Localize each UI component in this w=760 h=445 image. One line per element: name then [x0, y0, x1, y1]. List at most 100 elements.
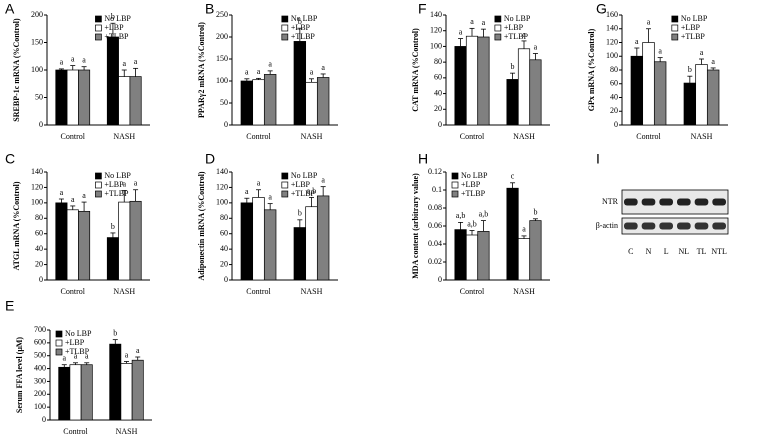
bar	[305, 206, 318, 281]
y-tick-label: 60	[610, 79, 618, 88]
significance-letter: a	[245, 187, 249, 196]
y-tick-label: 160	[606, 10, 618, 19]
y-tick-label: 200	[31, 10, 43, 19]
legend-label: +TLBP	[104, 189, 129, 198]
x-tick-label: Control	[246, 287, 271, 296]
x-tick-label: NASH	[301, 287, 323, 296]
x-tick-label: NASH	[113, 132, 135, 141]
y-axis-label: ATGL mRNA (%Control)	[12, 181, 21, 270]
significance-letter: a	[134, 57, 138, 66]
y-tick-label: 0	[224, 120, 228, 129]
y-tick-label: 100	[216, 198, 228, 207]
y-tick-label: 20	[434, 104, 442, 113]
y-tick-label: 20	[35, 259, 43, 268]
x-tick-label: NASH	[691, 132, 713, 141]
bar	[55, 69, 68, 126]
bar	[106, 237, 119, 281]
bar	[517, 238, 531, 281]
y-tick-label: 100	[34, 402, 46, 411]
y-tick-label: 80	[434, 57, 442, 66]
significance-letter: b	[533, 208, 537, 217]
blot-frame	[621, 189, 729, 215]
legend-swatch	[55, 330, 63, 338]
significance-letter: b	[111, 222, 115, 231]
y-tick-label: 100	[31, 65, 43, 74]
legend-swatch	[451, 172, 459, 180]
y-tick-label: 700	[34, 325, 46, 334]
y-tick-label: 300	[34, 376, 46, 385]
significance-letter: a	[522, 225, 526, 234]
legend-label: +LBP	[291, 180, 311, 189]
legend-label: +LBP	[461, 180, 481, 189]
significance-letter: a	[534, 42, 538, 51]
y-tick-label: 0	[39, 275, 43, 284]
blot-row-label: β-actin	[596, 221, 618, 230]
significance-letter: a	[136, 346, 140, 355]
bar	[695, 64, 708, 126]
blot-row-label: NTR	[602, 197, 619, 206]
bar	[106, 36, 119, 126]
bar	[653, 61, 667, 126]
blot-lane-label: NTL	[711, 247, 727, 256]
legend-label: No LBP	[104, 14, 131, 23]
legend-label: +TLBP	[504, 32, 529, 41]
blot-band	[694, 222, 709, 230]
blot-band	[659, 222, 673, 230]
y-tick-label: 120	[606, 37, 618, 46]
legend-label: No LBP	[104, 171, 131, 180]
panel-label: H	[418, 151, 428, 167]
significance-letter: a	[122, 179, 126, 188]
significance-letter: a,b	[456, 211, 466, 220]
significance-letter: b	[298, 17, 302, 26]
blot-band	[659, 198, 673, 206]
x-tick-label: NASH	[301, 132, 323, 141]
legend-swatch	[95, 190, 102, 198]
y-tick-label: 600	[34, 338, 46, 347]
legend-swatch	[451, 190, 459, 198]
y-tick-label: 60	[35, 229, 43, 238]
significance-letter: c	[511, 172, 515, 181]
legend-swatch	[451, 181, 459, 189]
x-tick-label: NASH	[116, 427, 138, 436]
blot-lane-label: N	[646, 247, 652, 256]
legend-swatch	[55, 339, 63, 347]
legend-label: +TLBP	[104, 32, 129, 41]
significance-letter: b	[511, 62, 515, 71]
bar	[120, 363, 133, 421]
panel-label: F	[418, 1, 427, 17]
significance-letter: b	[688, 65, 692, 74]
legend-label: +TLBP	[291, 189, 316, 198]
bar	[129, 200, 142, 281]
x-tick-label: Control	[61, 132, 86, 141]
bar	[263, 209, 277, 281]
bar	[252, 79, 265, 126]
x-tick-label: NASH	[513, 287, 535, 296]
legend-swatch	[671, 15, 679, 23]
significance-letter: a	[700, 48, 704, 57]
legend-swatch	[95, 24, 102, 32]
bar	[252, 197, 265, 281]
legend-swatch	[494, 24, 502, 32]
significance-letter: a	[711, 57, 715, 66]
significance-letter: a	[647, 18, 651, 27]
significance-letter: a	[134, 179, 138, 188]
legend-label: +LBP	[291, 23, 311, 32]
significance-letter: a	[321, 175, 325, 184]
y-tick-label: 0.06	[428, 221, 442, 230]
y-tick-label: 250	[216, 10, 228, 19]
significance-letter: a	[82, 191, 86, 200]
significance-letter: a	[122, 59, 126, 68]
legend-label: No LBP	[504, 14, 531, 23]
significance-letter: a	[635, 37, 639, 46]
y-tick-label: 0.08	[428, 203, 442, 212]
blot-lane-label: C	[628, 247, 633, 256]
y-tick-label: 0.02	[428, 257, 442, 266]
blot-frame	[621, 217, 729, 235]
x-tick-label: Control	[636, 132, 661, 141]
bar	[517, 48, 531, 126]
legend-swatch	[95, 172, 102, 180]
significance-letter: a	[71, 195, 75, 204]
bar	[109, 343, 122, 421]
panel-label: I	[596, 151, 600, 167]
legend-label: No LBP	[291, 171, 318, 180]
